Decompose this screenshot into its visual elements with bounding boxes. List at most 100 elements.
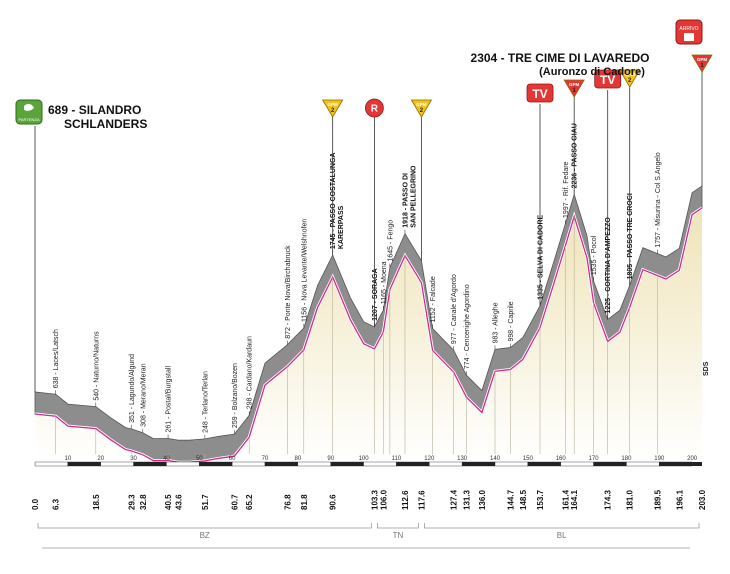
axis-segment (363, 461, 397, 467)
km-label: 174.3 (604, 489, 613, 510)
gpm-marker-icon (563, 79, 585, 98)
axis-segment (231, 461, 266, 467)
km-label: 164.1 (570, 489, 579, 510)
start-altitude-name: 689 - SILANDRO (48, 103, 141, 117)
axis-tick-label: 120 (424, 456, 435, 462)
km-label: 161.4 (561, 489, 570, 510)
axis-segment (494, 461, 529, 467)
waypoint-label: 872 - Ponte Nova/Birchabruck (285, 245, 292, 339)
gpm-marker-cat: 1 (700, 63, 704, 69)
waypoint-label: 1152 - Falcade (430, 276, 437, 322)
km-label: 0.0 (31, 498, 40, 510)
axis-segment (429, 461, 463, 467)
axis-segment (659, 461, 693, 467)
axis-segment (330, 461, 364, 467)
km-label: 40.5 (164, 494, 173, 510)
axis-tick-label: 150 (523, 456, 534, 462)
km-label: 196.1 (675, 489, 684, 510)
axis-segment (560, 461, 594, 467)
axis-segment (166, 461, 200, 467)
axis-segment (626, 461, 660, 467)
waypoint-label: 259 - Bolzano/Bozen (232, 363, 239, 428)
province-label: BZ (200, 531, 210, 540)
finish-title: 2304 - TRE CIME DI LAVAREDO (471, 51, 650, 65)
axis-tick-label: 190 (654, 456, 665, 462)
axis-tick-label: 180 (621, 456, 632, 462)
province-bracket (377, 523, 419, 529)
gpm-marker-type: GPM (697, 57, 708, 62)
feed-zone-marker-label: R (371, 104, 379, 115)
axis-tick-label: 70 (262, 456, 269, 462)
axis-segment (34, 461, 69, 467)
start-flag-icon (24, 103, 34, 111)
gpm-marker-type: GPM (328, 102, 339, 107)
km-label: 81.8 (300, 494, 309, 510)
axis-tick-label: 200 (687, 456, 698, 462)
waypoint-label: 998 - Caprile (508, 301, 515, 341)
axis-tick-label: 110 (392, 456, 402, 462)
start-badge (15, 99, 43, 125)
start-altitude: 689 (48, 103, 68, 117)
km-label: 90.6 (329, 494, 338, 510)
tv-marker-icon (594, 69, 622, 89)
gpm-marker-type: GPM (416, 102, 427, 107)
waypoint-label: 638 - Laces/Latsch (53, 329, 60, 388)
km-label: 76.8 (283, 494, 292, 510)
province-label: TN (393, 531, 404, 540)
waypoint-label: 2236 - PASSO GIAU (572, 123, 579, 188)
km-label: 148.5 (519, 489, 528, 510)
gpm-marker-type: GPM (625, 72, 636, 77)
waypoint-label: 1156 - Nova Levante/Welshnofen (301, 219, 308, 322)
km-label: 136.0 (478, 489, 487, 510)
axis-tick-label: 160 (556, 456, 567, 462)
axis-tick-label: 40 (163, 456, 170, 462)
axis-tick-label: 30 (130, 456, 137, 462)
tv-marker-icon (526, 83, 554, 103)
waypoint-label: 1207 - SORAGA (372, 268, 379, 321)
finish-subname: (Auronzo di Cadore) (539, 66, 645, 78)
profile-area (34, 185, 703, 464)
waypoint-label: 351 - Lagundo/Algund (129, 354, 136, 423)
km-label: 106.0 (379, 489, 388, 510)
waypoint-label: 1165 - Moena (381, 261, 388, 304)
axis-segment (133, 461, 167, 467)
km-label: 51.7 (201, 494, 210, 510)
waypoint-label: 261 - Postal/Burgstall (166, 366, 173, 433)
waypoint-label: 1745 - PASSO COSTALUNGA (330, 153, 337, 250)
start-name-it: SILANDRO (79, 103, 142, 117)
km-label: 60.7 (230, 494, 239, 510)
finish-altitude: 2304 (471, 51, 498, 65)
waypoint-label: 308 - Merano/Meran (140, 363, 147, 427)
axis-segment (396, 461, 430, 467)
km-label: 65.2 (245, 494, 254, 510)
axis-tick-label: 140 (490, 456, 501, 462)
waypoint-label: 1225 - CORTINA D'AMPEZZO (605, 217, 612, 314)
finish-badge (675, 19, 703, 45)
axis-tick-label: 170 (589, 456, 600, 462)
km-label: 189.5 (654, 489, 663, 510)
start-block: PARTENZA 689 - SILANDRO SCHLANDERS (15, 99, 147, 131)
axis-tick-label: 50 (196, 456, 203, 462)
axis-segment (67, 461, 101, 467)
finish-name: TRE CIME DI LAVAREDO (508, 51, 650, 65)
sds-logo: SDS (703, 361, 710, 376)
distance-axis: 10 20 30 40 50 60 70 80 90 100 110 120 130 140 150 160 1… (31, 456, 707, 549)
axis-tick-label: 100 (359, 456, 370, 462)
tv-marker-label: TV (600, 73, 615, 87)
waypoint-label: 1918 - PASSO DI (402, 173, 409, 228)
gpm-marker-cat: 2 (628, 78, 632, 84)
axis-segment (100, 461, 134, 467)
gpm-marker-icon (619, 69, 641, 88)
tv-marker-label: TV (532, 87, 547, 101)
profile-fill (35, 208, 702, 463)
km-label: 131.3 (462, 489, 471, 510)
waypoint-label: 298 - Cardano/Kardaun (247, 336, 254, 409)
finish-block: 2304 - TRE CIME DI LAVAREDO (Auronzo di … (471, 19, 703, 78)
province-bracket (37, 523, 372, 529)
feed-zone-marker-icon (365, 98, 384, 118)
province-bracket (424, 523, 700, 529)
km-label: 6.3 (52, 498, 61, 510)
axis-segment (593, 461, 627, 467)
waypoint-label: 1805 - PASSO TRE CROCI (627, 193, 634, 279)
